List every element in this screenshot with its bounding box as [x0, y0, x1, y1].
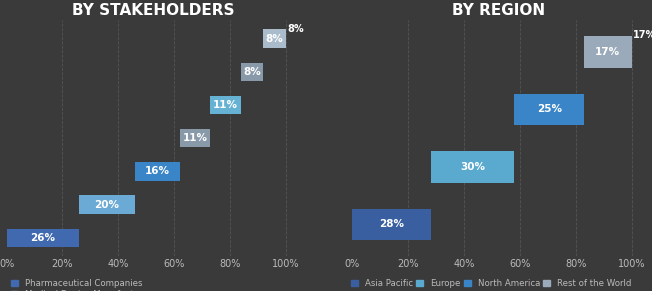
Text: 8%: 8% [265, 34, 284, 44]
Bar [135, 162, 179, 180]
Bar [7, 229, 79, 247]
Text: 28%: 28% [379, 219, 404, 230]
Text: 8%: 8% [287, 24, 304, 33]
Bar [263, 29, 286, 48]
Text: 17%: 17% [633, 30, 652, 40]
Text: 25%: 25% [537, 104, 561, 114]
Legend: Pharmaceutical Companies, Medical Device Manufacturers, End-Users, Investors, Go: Pharmaceutical Companies, Medical Device… [11, 279, 235, 291]
Bar [584, 36, 632, 68]
Bar [352, 209, 430, 240]
Text: 26%: 26% [30, 233, 55, 243]
Text: 11%: 11% [183, 133, 207, 143]
Title: BY STAKEHOLDERS: BY STAKEHOLDERS [72, 3, 234, 18]
Text: 17%: 17% [595, 47, 620, 57]
Bar [211, 96, 241, 114]
Text: 16%: 16% [145, 166, 170, 176]
Bar [430, 151, 514, 183]
Bar [514, 94, 584, 125]
Text: 8%: 8% [243, 67, 261, 77]
Bar [79, 196, 135, 214]
Title: BY REGION: BY REGION [452, 3, 546, 18]
Bar [241, 63, 263, 81]
Text: 11%: 11% [213, 100, 238, 110]
Text: 20%: 20% [95, 200, 119, 210]
Legend: Asia Pacific, Europe, North America, Rest of the World: Asia Pacific, Europe, North America, Res… [351, 279, 632, 288]
Text: 30%: 30% [460, 162, 485, 172]
Bar [179, 129, 211, 147]
